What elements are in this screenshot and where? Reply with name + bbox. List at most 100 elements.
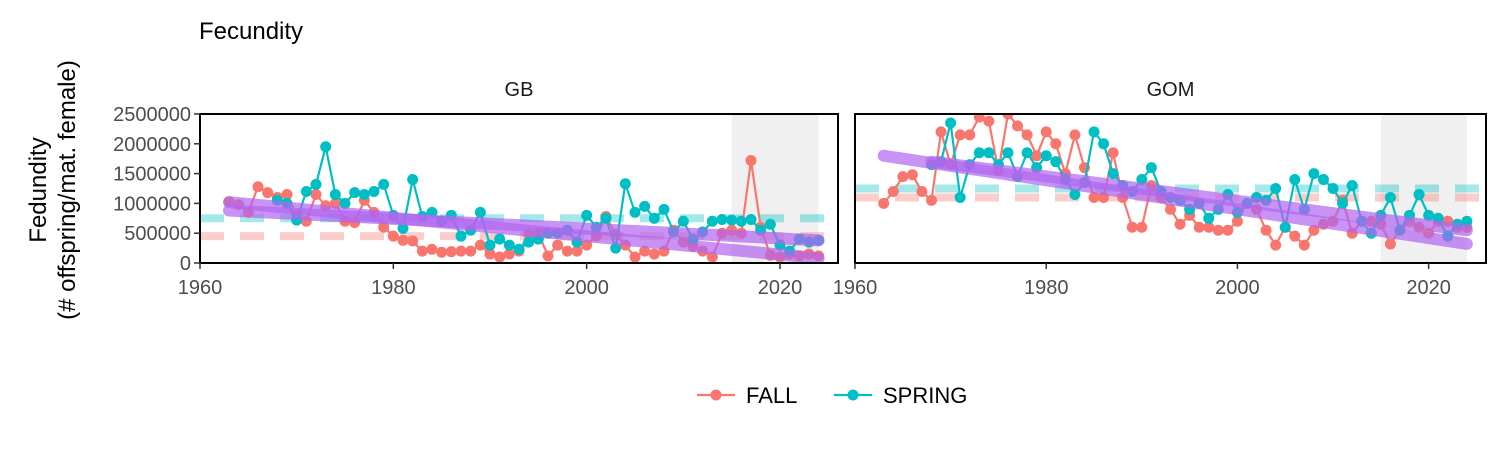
data-point-spring	[1337, 197, 1349, 209]
data-point-spring	[1203, 212, 1215, 224]
data-point-fall	[1289, 230, 1301, 242]
data-point-spring	[1423, 209, 1435, 221]
data-point-fall	[1270, 239, 1282, 251]
data-point-fall	[484, 248, 496, 260]
data-point-spring	[1327, 183, 1339, 194]
y-tick-label: 1000000	[113, 193, 191, 215]
data-point-spring	[474, 206, 486, 218]
data-point-spring	[484, 239, 496, 251]
x-tick-label: 2000	[564, 277, 609, 299]
panel-plot-area	[200, 114, 838, 263]
data-point-spring	[339, 197, 351, 209]
y-tick-label: 0	[180, 253, 191, 275]
panel-gb: GB 1960 1980 2000 2020 0 500000 1000000 1500000 2…	[113, 79, 839, 299]
x-tick-label: 2000	[1215, 277, 1260, 299]
data-point-fall	[897, 171, 909, 183]
data-point-spring	[716, 213, 728, 225]
data-point-fall	[1260, 224, 1272, 236]
data-point-fall	[1174, 218, 1186, 230]
data-point-spring	[945, 117, 957, 129]
x-tick-label: 1960	[833, 277, 878, 299]
data-point-fall	[1136, 221, 1148, 233]
data-point-fall	[1308, 224, 1320, 236]
data-point-spring	[1317, 174, 1329, 186]
y-tick-label: 2500000	[113, 104, 191, 126]
x-tick-label: 1980	[371, 277, 416, 299]
data-point-spring	[455, 230, 467, 242]
data-point-fall	[542, 250, 554, 262]
data-point-fall	[262, 187, 274, 199]
data-point-fall	[1203, 221, 1215, 233]
data-point-spring	[639, 200, 651, 212]
data-point-spring	[300, 185, 312, 197]
data-point-fall	[474, 239, 486, 251]
data-point-fall	[1222, 224, 1234, 236]
trend-line-spring	[925, 155, 1473, 237]
data-point-fall	[1298, 239, 1310, 251]
data-point-fall	[1384, 238, 1396, 250]
data-point-spring	[1145, 162, 1157, 174]
data-point-spring	[629, 206, 641, 218]
data-point-spring	[368, 185, 380, 197]
data-point-spring	[1069, 188, 1081, 200]
data-point-spring	[983, 147, 995, 159]
data-point-fall	[925, 194, 937, 206]
data-point-spring	[1384, 191, 1396, 203]
data-point-spring	[1088, 126, 1100, 138]
data-point-fall	[1021, 129, 1033, 141]
data-point-fall	[639, 245, 651, 257]
data-point-fall	[426, 243, 438, 255]
data-point-spring	[764, 218, 776, 230]
legend-label: FALL	[746, 383, 797, 408]
data-point-spring	[503, 239, 515, 251]
data-point-fall	[407, 235, 419, 247]
data-point-fall	[503, 248, 515, 260]
x-tick-label: 2020	[758, 277, 803, 299]
data-point-spring	[745, 213, 757, 225]
data-point-fall	[561, 245, 573, 257]
data-point-spring	[1050, 156, 1062, 168]
y-axis-label-line-2: (# offspring/mat. female)	[54, 60, 81, 320]
data-point-fall	[494, 251, 506, 263]
data-point-fall	[310, 188, 322, 200]
data-point-fall	[916, 185, 928, 197]
data-point-fall	[648, 248, 660, 260]
data-point-spring	[1040, 150, 1052, 162]
data-point-fall	[1231, 215, 1243, 227]
data-point-spring	[494, 233, 506, 245]
facet-label-gb: GB	[505, 79, 534, 101]
data-point-fall	[1107, 147, 1119, 159]
panel-plot-area	[855, 114, 1486, 263]
legend-key-point	[710, 389, 722, 401]
data-point-spring	[358, 188, 370, 200]
panel-border	[854, 113, 1487, 264]
data-point-spring	[310, 178, 322, 190]
data-point-spring	[1002, 147, 1014, 159]
panel-gom: GOM 1960 1980 2000 2020	[833, 79, 1487, 299]
data-point-fall	[973, 114, 985, 123]
data-point-fall	[252, 181, 264, 193]
data-point-fall	[1126, 221, 1138, 233]
data-point-fall	[1212, 224, 1224, 236]
data-point-fall	[954, 129, 966, 141]
data-point-fall	[1165, 203, 1176, 215]
data-point-fall	[455, 245, 467, 257]
x-tick-label: 1980	[1024, 277, 1069, 299]
data-point-spring	[706, 215, 718, 227]
data-point-spring	[619, 178, 631, 190]
data-point-spring	[600, 212, 612, 224]
y-axis-label-line-1: Fedundity	[25, 137, 52, 242]
data-point-fall	[964, 129, 976, 141]
data-point-fall	[983, 115, 995, 127]
data-point-fall	[1193, 221, 1205, 233]
data-point-fall	[465, 245, 477, 257]
data-point-spring	[1270, 183, 1282, 194]
data-point-fall	[906, 169, 918, 181]
data-point-spring	[1308, 168, 1320, 180]
data-point-spring	[735, 215, 747, 227]
data-point-fall	[1002, 114, 1014, 120]
y-tick-label: 1500000	[113, 164, 191, 186]
data-point-fall	[935, 126, 947, 138]
data-point-spring	[349, 187, 361, 199]
